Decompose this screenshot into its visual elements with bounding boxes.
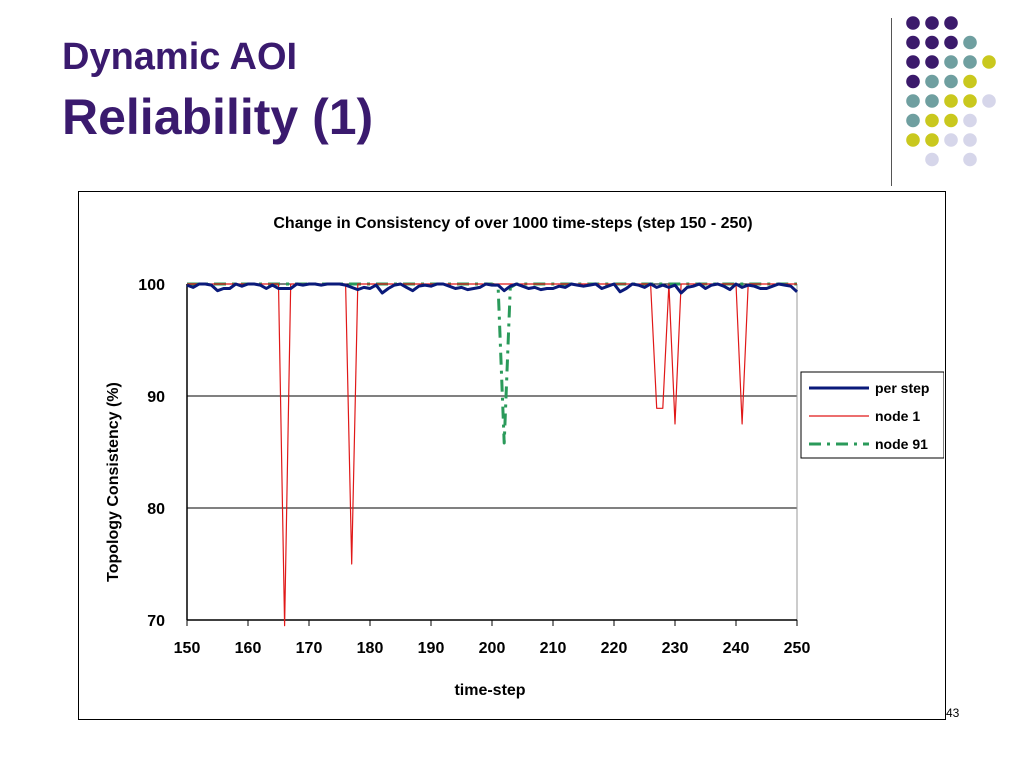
x-axis-label: time-step [454, 682, 525, 699]
decorative-dot [925, 55, 939, 69]
legend-label: node 1 [875, 408, 920, 424]
chart-frame: Change in Consistency of over 1000 time-… [78, 191, 946, 720]
x-tick-label: 180 [357, 640, 384, 657]
decorative-dot [906, 94, 920, 108]
y-tick-label: 70 [147, 613, 165, 630]
legend-box [800, 371, 944, 459]
decorative-dot [963, 74, 977, 89]
header-divider [891, 18, 892, 186]
x-tick-label: 230 [662, 640, 689, 657]
x-tick-label: 250 [784, 640, 811, 657]
slide-title-line2: Reliability (1) [62, 89, 374, 145]
decorative-dot [944, 55, 958, 69]
decorative-dot [925, 16, 939, 30]
decorative-dot [906, 55, 920, 69]
decorative-dot [944, 113, 958, 128]
x-tick-label: 200 [479, 640, 506, 657]
decorative-dot [963, 94, 977, 108]
slide-title-line1: Dynamic AOI [62, 36, 298, 78]
x-tick-label: 240 [723, 640, 750, 657]
decorative-dot [925, 113, 939, 128]
y-tick-label: 100 [138, 277, 165, 294]
decorative-dot [944, 74, 958, 89]
decorative-dot [944, 133, 958, 147]
y-tick-label: 80 [147, 501, 165, 518]
decorative-dot [925, 94, 939, 108]
decorative-dot [906, 113, 920, 128]
legend-label: per step [875, 380, 929, 396]
decorative-dot [963, 55, 977, 69]
decorative-dot [944, 16, 958, 30]
x-tick-label: 150 [174, 640, 201, 657]
decorative-dot [963, 35, 977, 50]
legend-label: node 91 [875, 436, 928, 452]
decorative-dot [925, 133, 939, 147]
x-tick-label: 170 [296, 640, 323, 657]
decorative-dot [906, 133, 920, 147]
legend: per step node 1 node 91 [800, 371, 944, 459]
decorative-dot [982, 94, 996, 108]
y-tick-label: 90 [147, 389, 165, 406]
x-tick-label: 210 [540, 640, 567, 657]
decorative-dot [944, 35, 958, 50]
decorative-dot-grid [906, 16, 996, 167]
page-number: 43 [946, 706, 960, 720]
decorative-dot [963, 133, 977, 147]
series-line-per-step [186, 282, 799, 295]
chart-title: Change in Consistency of over 1000 time-… [273, 215, 752, 232]
x-tick-label: 160 [235, 640, 262, 657]
decorative-dot [925, 74, 939, 89]
y-axis-label: Topology Consistency (%) [105, 382, 122, 582]
series-line-node-1 [187, 283, 797, 627]
decorative-dot [963, 152, 977, 167]
decorative-dot [925, 35, 939, 50]
decorative-dot [944, 94, 958, 108]
decorative-dot [906, 16, 920, 30]
decorative-dot [906, 74, 920, 89]
x-tick-label: 190 [418, 640, 445, 657]
decorative-dot [925, 152, 939, 167]
decorative-dot [906, 35, 920, 50]
line-chart: Change in Consistency of over 1000 time-… [105, 215, 944, 699]
decorative-dot [963, 113, 977, 128]
decorative-dot [982, 55, 996, 69]
x-tick-label: 220 [601, 640, 628, 657]
